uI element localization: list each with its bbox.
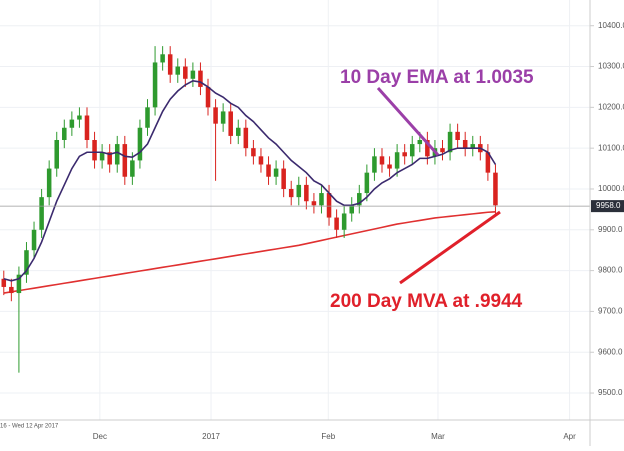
x-tick-label: Dec	[93, 432, 107, 441]
candle-body	[122, 144, 128, 177]
candle-body	[137, 127, 143, 161]
candle-body	[24, 250, 29, 275]
mva-annotation: 200 Day MVA at .9944	[330, 291, 523, 312]
candle-body	[447, 131, 453, 153]
y-tick-label: 10100.0	[598, 143, 624, 152]
candle-body	[281, 168, 286, 189]
candle-body	[160, 54, 165, 63]
candle-body	[145, 107, 150, 128]
candle-body	[77, 115, 82, 120]
candle-body	[92, 140, 97, 161]
candle-body	[296, 184, 302, 198]
candle-body	[266, 164, 271, 177]
x-tick-label: Feb	[321, 432, 335, 441]
candle-body	[99, 152, 105, 161]
candle-body	[205, 86, 211, 108]
candle-body	[311, 201, 317, 206]
candle-body	[213, 107, 218, 124]
x-tick-label: Mar	[431, 432, 445, 441]
last-price-label: 9958.0	[596, 201, 621, 210]
candle-body	[462, 140, 468, 149]
candle-body	[273, 168, 279, 177]
footer-date: 16 - Wed 12 Apr 2017	[0, 424, 59, 430]
y-tick-label: 10400.0	[598, 21, 624, 30]
candle-body	[236, 127, 241, 136]
candle-body	[1, 278, 7, 287]
candle-body	[394, 152, 400, 169]
y-tick-label: 9900.0	[598, 225, 623, 234]
candle-body	[417, 140, 423, 145]
candle-body	[357, 193, 362, 206]
candle-body	[319, 193, 324, 206]
candle-body	[409, 144, 415, 157]
candle-body	[402, 152, 407, 157]
candle-body	[175, 66, 181, 75]
y-tick-label: 10300.0	[598, 62, 624, 71]
candle-body	[31, 229, 37, 251]
candle-body	[379, 156, 385, 165]
candle-body	[493, 172, 498, 206]
candle-body	[387, 164, 392, 169]
last-price-box	[591, 200, 624, 213]
y-tick-label: 9500.0	[598, 388, 623, 397]
candle-body	[69, 119, 75, 128]
candle-body	[114, 144, 120, 165]
candle-body	[243, 127, 249, 149]
candle-body	[54, 140, 59, 169]
ema-annotation: 10 Day EMA at 1.0035	[340, 67, 534, 88]
mva-line	[3, 211, 496, 294]
candle-body	[183, 66, 188, 79]
candle-body	[107, 152, 112, 165]
candle-body	[46, 168, 52, 198]
candle-body	[258, 156, 264, 165]
y-tick-label: 9800.0	[598, 266, 623, 275]
candle-body	[167, 54, 173, 75]
candle-body	[372, 156, 377, 173]
candle-body	[198, 70, 203, 87]
candle-body	[485, 152, 491, 173]
candle-body	[152, 62, 158, 108]
x-tick-label: Apr	[563, 432, 576, 441]
y-tick-label: 9600.0	[598, 347, 623, 356]
candle-body	[364, 172, 370, 194]
y-tick-label: 10200.0	[598, 102, 624, 111]
grid	[0, 0, 590, 420]
candle-body	[470, 144, 476, 149]
ema-arrow	[376, 86, 440, 157]
y-tick-label: 10000.0	[598, 184, 624, 193]
candle-body	[39, 197, 44, 230]
candle-body	[228, 111, 233, 136]
candle-body	[440, 148, 445, 153]
candle-body	[130, 160, 135, 177]
mva-arrow	[399, 210, 501, 285]
candle-body	[326, 193, 332, 218]
candle-body	[455, 131, 460, 140]
candle-body	[9, 286, 14, 294]
candle-body	[220, 111, 226, 124]
candle-body	[62, 127, 67, 140]
candle-body	[84, 115, 90, 140]
candle-body	[288, 188, 294, 198]
plot	[0, 46, 590, 373]
candle-body	[251, 148, 256, 157]
candle-body	[304, 184, 309, 202]
candle-body	[334, 217, 339, 230]
candle-body	[341, 213, 347, 230]
candle-body	[190, 70, 196, 79]
ema-line	[3, 79, 497, 282]
candle-body	[16, 274, 22, 294]
candle-body	[425, 140, 430, 157]
y-tick-label: 9700.0	[598, 307, 623, 316]
x-tick-label: 2017	[202, 432, 220, 441]
candle-body	[349, 205, 354, 214]
